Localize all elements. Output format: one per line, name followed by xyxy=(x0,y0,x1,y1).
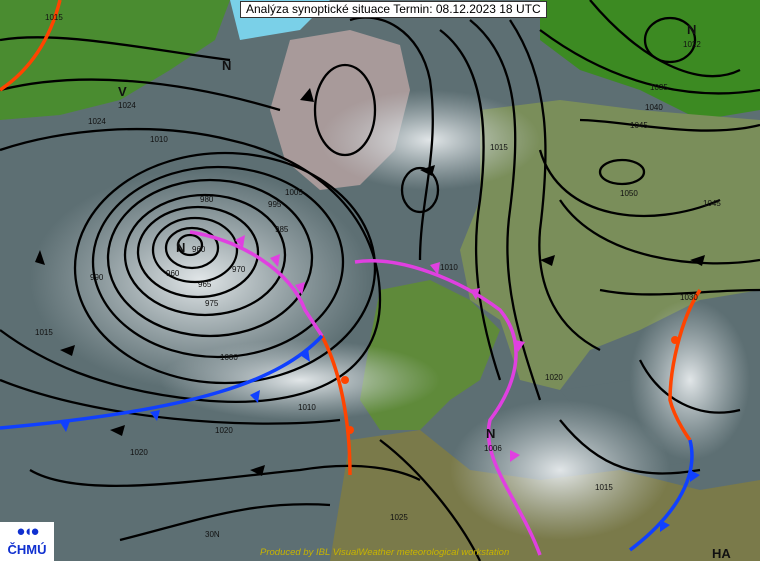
isobar-label: 1015 xyxy=(490,143,508,152)
cold-front xyxy=(628,439,694,552)
isobar-label: 980 xyxy=(200,195,214,204)
isobar-label: 1010 xyxy=(150,135,168,144)
cloud-band xyxy=(30,170,370,390)
isobar-label: 1010 xyxy=(298,403,316,412)
isobar-label: 1045 xyxy=(630,121,648,130)
pressure-centers: N 960 N 1022 N N 1006 V 1024 HA xyxy=(118,22,731,561)
high-center: V xyxy=(118,84,127,99)
logo-icon: ●◖● xyxy=(16,523,39,540)
isobar-label: 1045 xyxy=(703,199,721,208)
occluded-front xyxy=(189,230,324,337)
center-value: 960 xyxy=(192,245,206,254)
land-russia-north xyxy=(540,0,760,120)
fronts xyxy=(0,0,702,556)
warm-front xyxy=(0,0,62,92)
isobar-label: 970 xyxy=(232,265,246,274)
wind-arrows xyxy=(35,88,705,476)
wind-arrow-icon xyxy=(420,165,435,176)
isobar-label: 1000 xyxy=(220,353,238,362)
isobar-label: 1020 xyxy=(215,426,233,435)
cloud-band xyxy=(160,340,440,420)
isobar-label: 1010 xyxy=(440,263,458,272)
map-title: Analýza synoptické situace Termin: 08.12… xyxy=(240,1,547,18)
isobar-label: 1050 xyxy=(620,189,638,198)
isobar-label: 1005 xyxy=(285,188,303,197)
isobar-label: 1040 xyxy=(645,103,663,112)
isobar-label: 1025 xyxy=(390,513,408,522)
isobar-label: 1015 xyxy=(595,483,613,492)
front-symbols xyxy=(60,235,700,532)
isobar-label: 960 xyxy=(166,269,180,278)
cloud-band xyxy=(450,400,670,540)
center-value: 1006 xyxy=(484,444,502,453)
latitude-label: 30N xyxy=(205,530,220,539)
low-center: N xyxy=(176,240,185,255)
cloud-band xyxy=(630,300,750,460)
wind-arrow-icon xyxy=(690,255,705,266)
isobar-labels: 1015 1024 1020 1010 1005 1000 995 990 98… xyxy=(35,13,721,539)
warm-front xyxy=(668,289,702,442)
isobar-label: 1015 xyxy=(45,13,63,22)
occluded-front xyxy=(354,259,542,556)
isobar-label: 1020 xyxy=(545,373,563,382)
high-center: HA xyxy=(712,546,731,561)
low-center: N xyxy=(222,58,231,73)
isobar-label: 965 xyxy=(198,280,212,289)
chmu-logo: ●◖● ČHMÚ xyxy=(0,522,54,561)
isobar-label: 1035 xyxy=(650,83,668,92)
center-value: 1022 xyxy=(683,40,701,49)
isobar-label: 995 xyxy=(268,200,282,209)
isobar-label: 985 xyxy=(275,225,289,234)
isobar-label: 1030 xyxy=(680,293,698,302)
wind-arrow-icon xyxy=(110,425,125,436)
wind-arrow-icon xyxy=(540,255,555,266)
low-center: N xyxy=(687,22,696,37)
isobar-label: 1015 xyxy=(35,328,53,337)
wind-arrow-icon xyxy=(60,345,75,356)
wind-arrow-icon xyxy=(250,465,265,476)
land-europe-east xyxy=(460,100,760,390)
isobar-label: 1020 xyxy=(130,448,148,457)
credit-text: Produced by IBL VisualWeather meteorolog… xyxy=(260,547,510,558)
wind-arrow-icon xyxy=(300,88,314,102)
low-center: N xyxy=(486,426,495,441)
isobar-label: 990 xyxy=(90,273,104,282)
center-value: 1024 xyxy=(118,101,136,110)
land-canada xyxy=(0,0,230,120)
warm-front xyxy=(320,335,352,476)
isobar-label: 1024 xyxy=(88,117,106,126)
isobar-label: 975 xyxy=(205,299,219,308)
logo-text: ČHMÚ xyxy=(7,542,47,557)
wind-arrow-icon xyxy=(35,250,45,265)
